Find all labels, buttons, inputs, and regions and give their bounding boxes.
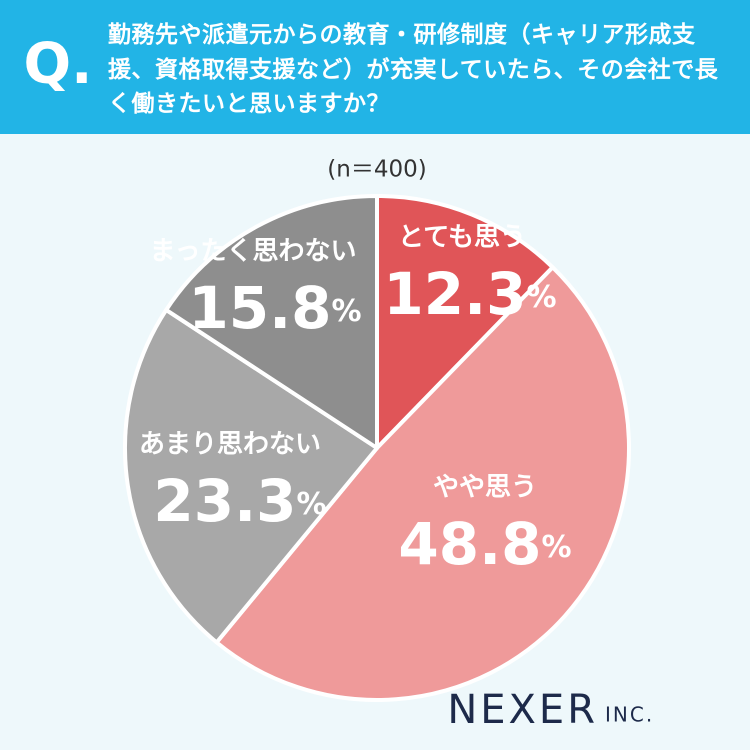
logo-name: NEXER [447,687,598,733]
pie-slice [164,194,379,450]
question-box: 勤務先や派遣元からの教育・研修制度（キャリア形成支援、資格取得支援など）が充実し… [108,22,719,117]
pie-slice [214,265,631,702]
pie-slice [123,307,379,645]
category-label: あまり思わない [139,430,321,460]
labels: とても思う 12.3% やや思う 48.8% あまり思わない 23.3% まったく思わない 1… [139,223,572,579]
category-label: やや思う [433,473,537,503]
pie [123,194,631,702]
question: 勤務先や派遣元からの教育・研修制度（キャリア形成支援、資格取得支援など）が充実し… [108,22,719,117]
value-label: 15.8% [188,274,361,342]
header-band [0,0,750,134]
value-label: 48.8% [398,510,571,578]
question-mark: Q. [24,32,93,97]
pie-slice [375,194,555,450]
logo-suffix: INC. [605,703,654,727]
category-label: とても思う [398,223,526,253]
subtitle: (n＝400) [327,157,426,183]
category-label: まったく思わない [150,237,357,267]
value-label: 23.3% [153,467,326,535]
value-label: 12.3% [383,260,556,328]
